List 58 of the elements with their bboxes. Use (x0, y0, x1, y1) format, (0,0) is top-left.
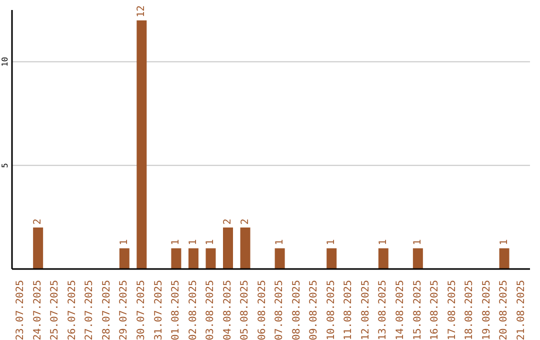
data-label: 1 (118, 239, 130, 246)
x-tick-label: 11.08.2025 (343, 280, 354, 340)
data-label: 2 (222, 218, 234, 225)
x-tick-label: 28.07.2025 (101, 280, 112, 340)
y-tick-label: 5 (0, 162, 10, 168)
data-label: 1 (170, 239, 182, 246)
bar (378, 248, 388, 269)
x-tick-label: 14.08.2025 (395, 280, 406, 340)
data-label: 2 (32, 218, 44, 225)
x-tick-label: 25.07.2025 (50, 280, 61, 340)
bar (33, 228, 44, 269)
x-tick-label: 23.07.2025 (15, 280, 26, 340)
x-tick-label: 12.08.2025 (360, 280, 372, 340)
data-label: 1 (498, 239, 510, 246)
bar (119, 248, 130, 269)
x-tick-label: 17.08.2025 (446, 280, 458, 340)
x-tick-label: 05.08.2025 (240, 280, 251, 340)
x-tick-label: 26.07.2025 (66, 280, 78, 340)
bar (240, 228, 250, 269)
x-tick-label: 24.07.2025 (32, 280, 44, 340)
data-label: 1 (188, 239, 199, 246)
x-tick-label: 29.07.2025 (118, 280, 130, 340)
data-label: 1 (378, 239, 389, 246)
bar (188, 248, 198, 269)
data-label: 2 (240, 218, 251, 225)
x-tick-label: 01.08.2025 (170, 280, 182, 340)
bar (499, 248, 510, 269)
x-tick-label: 13.08.2025 (378, 280, 389, 340)
bar (136, 20, 147, 269)
x-tick-label: 03.08.2025 (205, 280, 216, 340)
data-label: 1 (274, 239, 286, 246)
x-tick-label: 08.08.2025 (291, 280, 302, 340)
x-tick-label: 15.08.2025 (412, 280, 424, 340)
bar (274, 248, 285, 269)
data-label: 12 (136, 5, 148, 18)
x-tick-label: 06.08.2025 (256, 280, 268, 340)
data-label: 1 (326, 239, 338, 246)
bar (223, 228, 233, 269)
x-tick-label: 07.08.2025 (274, 280, 286, 340)
bar (171, 248, 182, 269)
x-tick-label: 21.08.2025 (516, 280, 527, 340)
bar (412, 248, 423, 269)
x-tick-label: 10.08.2025 (326, 280, 337, 340)
data-label: 1 (412, 239, 424, 246)
x-tick-label: 27.07.2025 (84, 280, 96, 340)
data-label: 1 (205, 239, 216, 246)
x-tick-label: 30.07.2025 (136, 280, 147, 340)
bar (206, 248, 216, 269)
y-tick-label: 10 (0, 56, 10, 67)
x-tick-label: 31.07.2025 (153, 280, 164, 340)
x-tick-label: 18.08.2025 (464, 280, 476, 340)
x-tick-label: 16.08.2025 (430, 280, 441, 340)
x-tick-label: 09.08.2025 (308, 280, 320, 340)
bar (326, 248, 337, 269)
x-tick-label: 19.08.2025 (481, 280, 492, 340)
x-tick-label: 04.08.2025 (222, 280, 234, 340)
x-tick-label: 02.08.2025 (188, 280, 199, 340)
x-tick-label: 20.08.2025 (498, 280, 510, 340)
